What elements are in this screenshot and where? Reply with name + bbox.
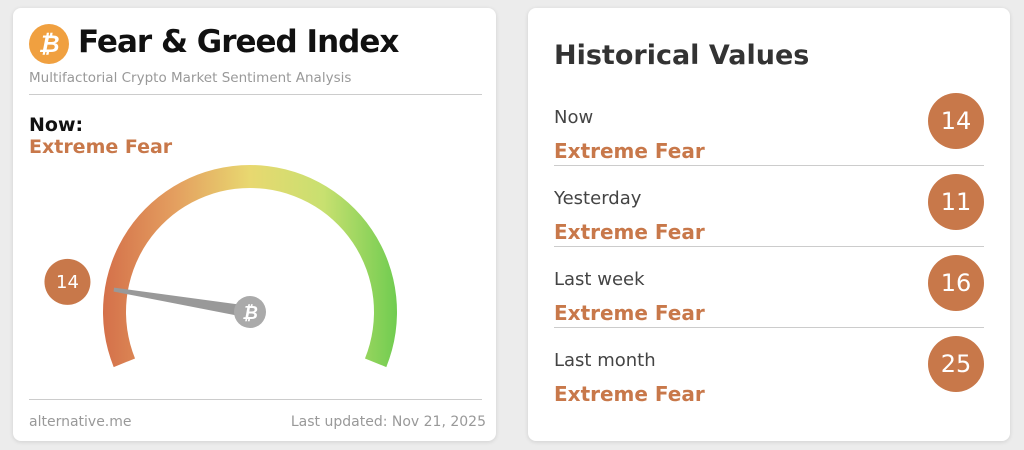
row-divider bbox=[554, 246, 984, 247]
row-classification: Extreme Fear bbox=[554, 139, 705, 163]
row-classification: Extreme Fear bbox=[554, 220, 705, 244]
value-text: 14 bbox=[56, 272, 79, 293]
row-label: Now bbox=[554, 107, 594, 128]
source-link[interactable]: alternative.me bbox=[29, 414, 132, 430]
last-updated: Last updated: Nov 21, 2025 bbox=[290, 414, 486, 430]
divider bbox=[29, 94, 482, 95]
svg-text:₿: ₿ bbox=[242, 303, 258, 324]
row-divider bbox=[554, 165, 984, 166]
value-bubble bbox=[44, 258, 91, 305]
history-row-last-week: Last week Extreme Fear 16 bbox=[554, 255, 984, 350]
row-divider bbox=[554, 327, 984, 328]
row-value-badge: 14 bbox=[928, 93, 984, 149]
row-label: Last week bbox=[554, 269, 645, 290]
row-value-badge: 25 bbox=[928, 336, 984, 392]
row-classification: Extreme Fear bbox=[554, 382, 705, 406]
history-row-yesterday: Yesterday Extreme Fear 11 bbox=[554, 174, 984, 269]
row-label: Last month bbox=[554, 350, 656, 371]
gauge: ₿ 14 bbox=[44, 165, 398, 368]
bitcoin-logo-icon: ₿ bbox=[29, 24, 69, 64]
gauge-needle bbox=[113, 287, 251, 318]
fear-greed-card: ₿ Fear & Greed Index Multifactorial Cryp… bbox=[13, 8, 496, 441]
now-label: Now: bbox=[29, 114, 84, 136]
history-row-now: Now Extreme Fear 14 bbox=[554, 93, 984, 188]
needle-hub-bitcoin-icon bbox=[234, 296, 266, 328]
footer-divider bbox=[29, 399, 482, 400]
historical-values-card: Historical Values Now Extreme Fear 14 Ye… bbox=[528, 8, 1010, 441]
row-classification: Extreme Fear bbox=[554, 301, 705, 325]
row-value-badge: 16 bbox=[928, 255, 984, 311]
row-value-badge: 11 bbox=[928, 174, 984, 230]
widget-subtitle: Multifactorial Crypto Market Sentiment A… bbox=[29, 70, 352, 86]
now-classification: Extreme Fear bbox=[29, 136, 173, 158]
historical-title: Historical Values bbox=[554, 40, 810, 71]
gauge-arc bbox=[102, 165, 398, 368]
history-row-last-month: Last month Extreme Fear 25 bbox=[554, 336, 984, 431]
widget-title: Fear & Greed Index bbox=[78, 24, 399, 60]
row-label: Yesterday bbox=[554, 188, 642, 209]
